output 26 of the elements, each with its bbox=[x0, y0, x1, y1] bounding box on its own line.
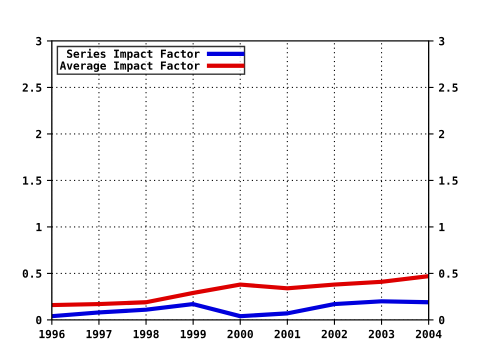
legend-label: Average Impact Factor bbox=[60, 62, 200, 72]
legend-label: Series Impact Factor bbox=[67, 48, 200, 60]
y-tick-label: 0 bbox=[36, 316, 42, 324]
y2-tick-label: 0.5 bbox=[439, 269, 458, 278]
x-tick-label: 2003 bbox=[368, 330, 394, 338]
y2-tick-label: 1 bbox=[439, 223, 445, 232]
x-tick-label: 1999 bbox=[180, 330, 206, 338]
y-tick-label: 3 bbox=[36, 36, 42, 46]
line-series bbox=[52, 274, 429, 308]
y-tick-label: 2.5 bbox=[22, 83, 42, 92]
y-tick-label: 1.5 bbox=[23, 176, 42, 185]
y2-tick-label: 2 bbox=[438, 130, 444, 138]
x-tick-label: 1997 bbox=[86, 330, 112, 338]
y-tick-label: 0.5 bbox=[22, 269, 42, 278]
y-tick-label: 2 bbox=[36, 130, 42, 138]
y2-tick-label: 1.5 bbox=[439, 176, 458, 185]
x-tick-label: 1996 bbox=[39, 330, 65, 338]
x-tick-label: 1998 bbox=[134, 330, 159, 338]
y2-tick-label: 3 bbox=[439, 36, 444, 46]
y2-tick-label: 0 bbox=[439, 316, 444, 324]
y2-tick-label: 2.5 bbox=[438, 83, 458, 92]
x-tick-label: 2004 bbox=[416, 330, 442, 338]
x-tick-label: 2000 bbox=[227, 330, 253, 338]
y-tick-label: 1 bbox=[36, 223, 42, 232]
x-tick-label: 2002 bbox=[322, 330, 347, 338]
x-tick-label: 2001 bbox=[274, 330, 300, 338]
